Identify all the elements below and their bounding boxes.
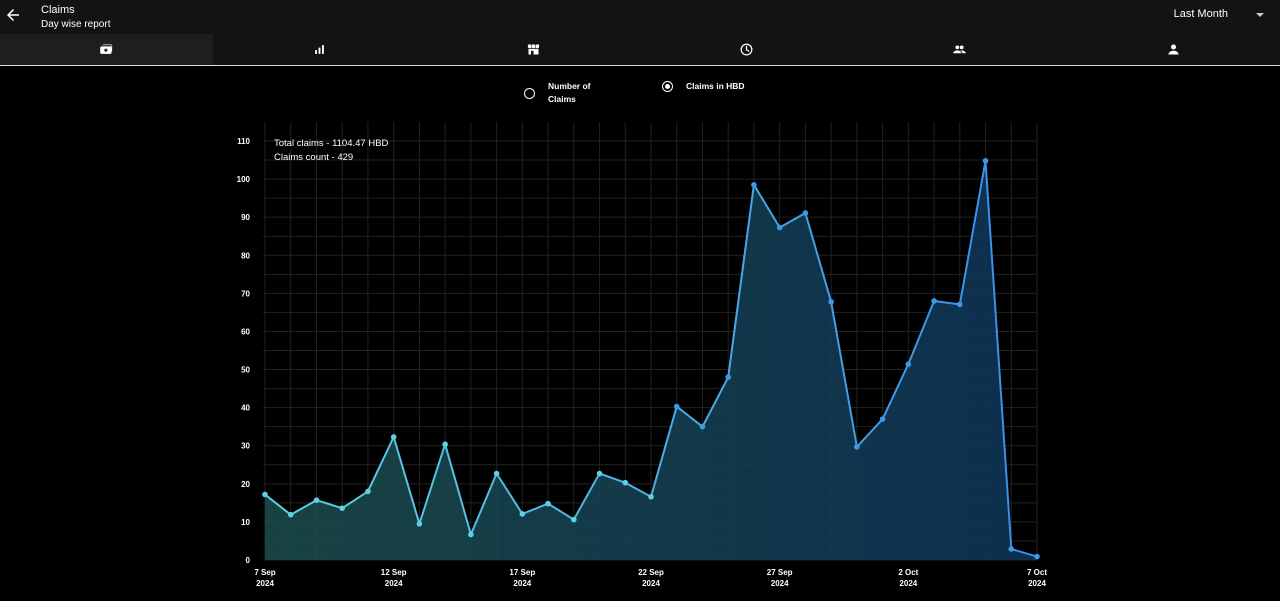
x-tick-label: 12 Sep (381, 568, 407, 577)
x-tick-year: 2024 (899, 579, 917, 588)
app-header: Claims Day wise report Last Month (0, 0, 1280, 34)
data-point[interactable] (416, 521, 423, 527)
x-tick-label: 2 Oct (898, 568, 918, 577)
tab-history[interactable] (640, 34, 853, 65)
radio-number-of-claims[interactable]: Number of Claims (524, 80, 600, 106)
x-tick-year: 2024 (385, 579, 403, 588)
x-tick-year: 2024 (771, 579, 789, 588)
data-point[interactable] (287, 511, 294, 518)
period-label: Last Month (1173, 8, 1228, 20)
y-tick-label: 10 (241, 518, 250, 527)
y-tick-label: 0 (246, 556, 251, 565)
x-tick-label: 22 Sep (638, 568, 664, 577)
series-area (265, 160, 1037, 561)
bar-chart-icon (315, 45, 325, 54)
tab-group[interactable] (853, 34, 1066, 65)
data-point[interactable] (879, 416, 886, 422)
data-point[interactable] (571, 516, 577, 523)
x-tick-year: 2024 (256, 579, 274, 588)
tab-store[interactable] (427, 34, 640, 65)
y-tick-label: 70 (241, 289, 250, 298)
x-axis: 7 Sep 2024 12 Sep 2024 17 Sep 2024 22 Sep 2024 2… (254, 568, 1047, 588)
data-point[interactable] (442, 441, 448, 448)
x-tick-year: 2024 (1028, 579, 1046, 588)
data-point[interactable] (545, 500, 551, 507)
data-point[interactable] (365, 488, 371, 495)
data-point[interactable] (262, 491, 268, 498)
data-point[interactable] (390, 434, 397, 440)
page-title: Claims (41, 4, 75, 16)
x-tick-label: 27 Sep (767, 568, 793, 577)
y-axis: 0 10 20 30 40 50 60 70 80 90 100 110 (237, 137, 251, 565)
tab-bar (0, 34, 1280, 66)
radio-circle (524, 87, 535, 99)
data-point[interactable] (313, 497, 320, 503)
y-tick-label: 60 (241, 327, 250, 336)
data-point[interactable] (776, 224, 783, 231)
period-dropdown[interactable]: Last Month (1174, 8, 1264, 20)
y-tick-label: 20 (241, 480, 250, 489)
radio-circle-checked (662, 81, 673, 92)
x-tick-label: 7 Oct (1027, 568, 1047, 577)
total-claims-text: Total claims - 1104.47 HBD (274, 138, 389, 149)
y-tick-label: 40 (241, 404, 250, 413)
x-tick-year: 2024 (642, 579, 660, 588)
wallet-icon (100, 44, 113, 54)
data-point[interactable] (699, 423, 706, 430)
data-point[interactable] (339, 505, 346, 511)
data-point[interactable] (468, 531, 474, 538)
data-point[interactable] (1034, 553, 1040, 560)
data-point[interactable] (673, 403, 680, 410)
data-point[interactable] (931, 298, 937, 304)
metric-radio-group: Number of Claims Claims in HBD (0, 80, 1280, 106)
radio-label-hbd: Claims in HBD (686, 81, 745, 91)
claims-count-text: Claims count - 429 (274, 152, 354, 163)
tab-profile[interactable] (1067, 34, 1280, 65)
data-point[interactable] (1008, 546, 1015, 552)
x-tick-label: 7 Sep (254, 568, 275, 577)
caret-down-icon (1256, 12, 1264, 17)
x-tick-label: 17 Sep (509, 568, 535, 577)
y-tick-label: 50 (241, 366, 250, 375)
y-tick-label: 90 (241, 213, 250, 222)
radio-claims-in-hbd[interactable]: Claims in HBD (662, 80, 776, 93)
data-point[interactable] (802, 210, 809, 216)
back-arrow-icon[interactable] (4, 6, 22, 24)
storefront-icon (527, 44, 539, 55)
data-point[interactable] (957, 301, 963, 308)
data-point[interactable] (596, 470, 603, 477)
tab-stats[interactable] (213, 34, 426, 65)
data-point[interactable] (648, 493, 654, 500)
x-tick-year: 2024 (513, 579, 531, 588)
page-subtitle: Day wise report (41, 19, 111, 30)
group-icon (953, 45, 967, 54)
y-tick-label: 80 (241, 251, 250, 260)
data-point[interactable] (751, 182, 757, 188)
chart-points (262, 158, 1040, 560)
person-icon (1168, 44, 1179, 55)
data-point[interactable] (854, 444, 860, 450)
y-tick-label: 100 (237, 175, 251, 184)
clock-icon (740, 43, 753, 56)
data-point[interactable] (622, 479, 629, 486)
tab-claims[interactable] (0, 34, 214, 65)
radio-label-count: Number of Claims (548, 81, 591, 104)
y-tick-label: 110 (237, 137, 250, 146)
y-tick-label: 30 (241, 442, 250, 451)
data-point[interactable] (493, 470, 500, 477)
data-point[interactable] (519, 511, 526, 517)
data-point[interactable] (905, 361, 912, 368)
data-point[interactable] (828, 298, 834, 305)
data-point[interactable] (725, 374, 731, 380)
data-point[interactable] (982, 158, 989, 164)
